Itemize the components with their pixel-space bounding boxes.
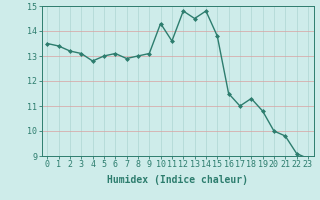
X-axis label: Humidex (Indice chaleur): Humidex (Indice chaleur): [107, 175, 248, 185]
